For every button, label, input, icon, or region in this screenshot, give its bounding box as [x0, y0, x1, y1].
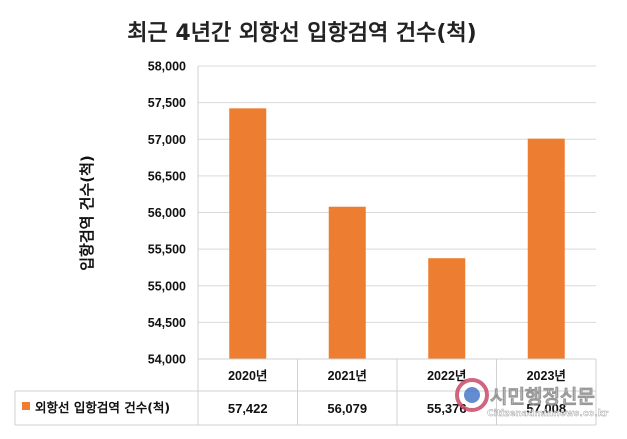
y-tick-label: 56,500 [148, 169, 186, 183]
y-tick-label: 54,500 [148, 316, 186, 330]
bar-2023년 [527, 138, 565, 359]
watermark-url: Citizenadminnews.co.kr [487, 409, 609, 419]
y-axis-label: 입항검역 건수(척) [78, 155, 96, 271]
data-table-value: 55,376 [427, 401, 467, 416]
chart-title: 최근 4년간 외항선 입항검역 건수(척) [127, 21, 476, 46]
legend-swatch [22, 402, 30, 410]
data-table-value: 57,008 [526, 401, 566, 416]
bar-2020년 [229, 108, 267, 359]
bar-2022년 [428, 258, 466, 359]
legend-label: 외항선 입항검역 건수(척) [35, 400, 170, 415]
y-tick-label: 56,000 [148, 206, 186, 220]
watermark-logo-inner-icon [464, 387, 480, 403]
x-category-label: 2020년 [228, 369, 267, 383]
y-tick-labels: 54,000 54,500 55,000 55,500 56,000 56,500 57,0… [148, 60, 186, 367]
watermark-logo-icon [455, 378, 489, 412]
y-tick-label: 58,000 [148, 60, 186, 74]
bar-2021년 [328, 206, 366, 359]
y-tick-label: 57,500 [148, 96, 186, 110]
bars [229, 108, 565, 359]
watermark: 시민행정신문 Citizenadminnews.co.kr [455, 378, 609, 419]
y-tick-label: 54,000 [148, 353, 186, 367]
data-table-value: 57,422 [228, 401, 268, 416]
y-tick-label: 55,000 [148, 279, 186, 293]
data-table-value: 56,079 [327, 401, 367, 416]
x-category-label: 2023년 [527, 369, 566, 383]
y-tick-label: 55,500 [148, 243, 186, 257]
y-tick-label: 57,000 [148, 133, 186, 147]
data-table: 2020년 57,422 2021년 56,079 2022년 55,376 2023년 57… [14, 66, 597, 426]
watermark-name: 시민행정신문 [490, 386, 595, 408]
x-category-label: 2022년 [427, 369, 466, 383]
x-category-label: 2021년 [328, 369, 367, 383]
